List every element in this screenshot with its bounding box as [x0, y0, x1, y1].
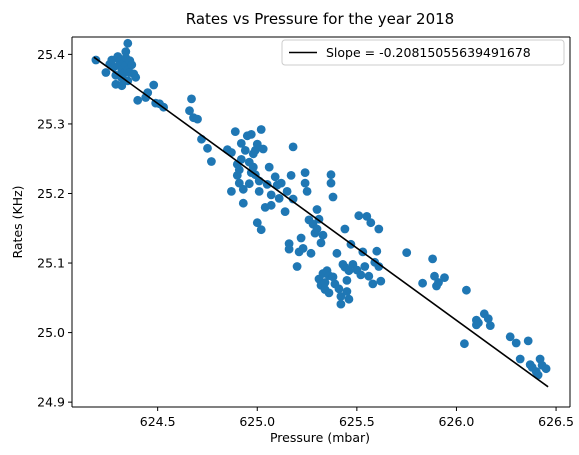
x-tick-label-0: 624.5 — [140, 414, 176, 429]
legend-entry-fit: Slope = -0.20815055639491678 — [326, 45, 531, 60]
legend: Slope = -0.20815055639491678 — [282, 40, 564, 65]
data-point-66 — [257, 125, 266, 134]
data-point-124 — [345, 295, 354, 304]
data-point-89 — [301, 168, 310, 177]
data-point-73 — [267, 201, 276, 210]
data-point-110 — [327, 179, 336, 188]
data-point-67 — [257, 225, 266, 234]
data-point-159 — [524, 337, 533, 346]
y-axis-label: Rates (KHz) — [10, 185, 25, 258]
data-point-78 — [281, 207, 290, 216]
data-point-109 — [327, 170, 336, 179]
data-point-81 — [285, 245, 294, 254]
data-point-87 — [297, 234, 306, 243]
x-axis-ticks: 624.5 625.0 625.5 626.0 626.5 — [140, 407, 574, 429]
data-point-25 — [131, 73, 140, 82]
x-tick-label-1: 625.0 — [239, 414, 275, 429]
data-point-111 — [329, 193, 338, 202]
data-point-65 — [255, 187, 264, 196]
x-tick-label-2: 625.5 — [339, 414, 375, 429]
data-point-137 — [372, 247, 381, 256]
data-point-85 — [293, 262, 302, 271]
data-point-134 — [366, 218, 375, 227]
data-point-102 — [319, 231, 328, 240]
data-point-42 — [227, 187, 236, 196]
data-point-36 — [193, 115, 202, 124]
data-point-46 — [235, 165, 244, 174]
y-tick-label-5: 25.4 — [37, 47, 65, 62]
data-point-147 — [440, 273, 449, 282]
y-axis-ticks: 24.9 25.0 25.1 25.2 25.3 25.4 — [37, 47, 72, 410]
data-point-133 — [364, 272, 373, 281]
data-point-114 — [333, 249, 342, 258]
data-point-1 — [102, 68, 111, 77]
data-point-117 — [337, 300, 346, 309]
data-point-140 — [376, 277, 385, 286]
data-point-93 — [307, 249, 316, 258]
data-point-34 — [187, 95, 196, 104]
data-point-143 — [428, 255, 437, 264]
data-point-68 — [259, 145, 268, 154]
data-point-29 — [149, 81, 158, 90]
data-point-90 — [301, 179, 310, 188]
data-point-72 — [267, 191, 276, 200]
data-point-155 — [486, 321, 495, 330]
data-point-166 — [542, 364, 551, 373]
data-point-108 — [325, 289, 334, 298]
y-tick-label-2: 25.1 — [37, 256, 65, 271]
y-tick-label-0: 24.9 — [37, 395, 65, 410]
data-point-43 — [231, 127, 240, 136]
data-point-51 — [239, 199, 248, 208]
data-point-158 — [516, 355, 525, 364]
data-point-38 — [203, 144, 212, 153]
data-point-115 — [335, 284, 344, 293]
data-point-52 — [241, 146, 250, 155]
data-point-121 — [343, 276, 352, 285]
data-point-139 — [374, 225, 383, 234]
data-point-142 — [418, 279, 427, 288]
data-point-77 — [277, 179, 286, 188]
data-point-119 — [341, 225, 350, 234]
data-point-131 — [360, 262, 369, 271]
data-point-82 — [287, 171, 296, 180]
x-tick-label-3: 626.0 — [439, 414, 475, 429]
data-point-91 — [303, 187, 312, 196]
data-point-135 — [368, 280, 377, 289]
data-point-96 — [313, 205, 322, 214]
data-point-39 — [207, 157, 216, 166]
data-point-23 — [127, 60, 136, 69]
data-point-76 — [275, 194, 284, 203]
data-point-149 — [462, 286, 471, 295]
data-point-83 — [289, 143, 298, 152]
x-tick-label-4: 626.5 — [538, 414, 574, 429]
x-axis-label: Pressure (mbar) — [270, 430, 370, 445]
data-point-128 — [354, 211, 363, 220]
data-point-71 — [265, 163, 274, 172]
y-tick-label-4: 25.3 — [37, 116, 65, 131]
data-point-152 — [474, 318, 483, 327]
data-point-157 — [512, 339, 521, 348]
y-tick-label-1: 25.0 — [37, 325, 65, 340]
data-point-88 — [299, 244, 308, 253]
data-point-122 — [343, 287, 352, 296]
data-point-141 — [402, 248, 411, 257]
data-point-26 — [133, 96, 142, 105]
data-point-55 — [245, 179, 254, 188]
y-tick-label-3: 25.2 — [37, 186, 65, 201]
chart-title: Rates vs Pressure for the year 2018 — [186, 10, 454, 28]
data-point-129 — [356, 271, 365, 280]
data-point-100 — [317, 239, 326, 248]
data-point-148 — [460, 339, 469, 348]
data-point-18 — [123, 39, 132, 48]
data-point-57 — [247, 130, 256, 139]
